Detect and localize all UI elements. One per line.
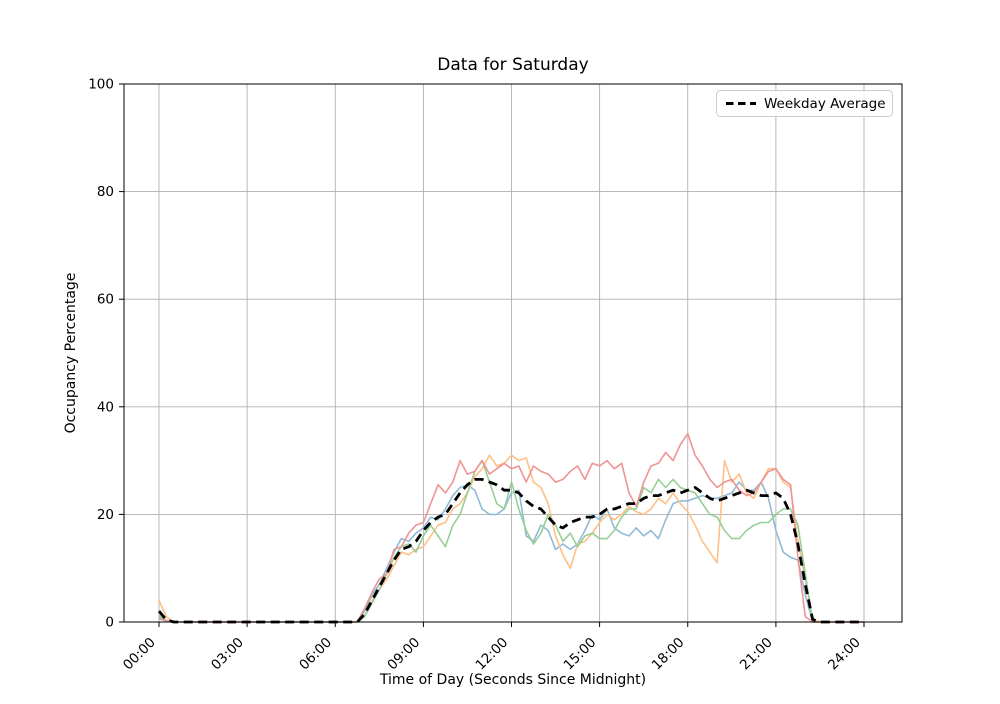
plot-border — [123, 83, 903, 623]
x-tick-label: 09:00 — [384, 635, 423, 674]
legend-box — [716, 90, 893, 117]
x-tick-label: 24:00 — [825, 635, 864, 674]
x-tick-label: 12:00 — [473, 635, 512, 674]
y-tick-label: 80 — [97, 184, 114, 200]
y-tick-label: 40 — [97, 399, 114, 415]
x-tickmarks — [158, 622, 865, 627]
gridlines — [124, 83, 902, 623]
y-tick-label: 60 — [97, 292, 114, 308]
y-tickmarks — [119, 83, 124, 623]
x-tick-label: 00:00 — [120, 635, 159, 674]
x-axis-label: Time of Day (Seconds Since Midnight) — [379, 672, 646, 688]
y-tick-label: 20 — [97, 507, 114, 523]
x-tick-labels: 00:00 03:00 06:00 09:00 12:00 15:00 18:0… — [120, 635, 864, 674]
legend-label: Weekday Average — [764, 96, 886, 112]
x-tick-label: 06:00 — [296, 635, 335, 674]
chart-title: Data for Saturday — [437, 55, 588, 75]
x-tick-label: 15:00 — [561, 635, 600, 674]
x-tick-label: 21:00 — [737, 635, 776, 674]
y-tick-label: 0 — [105, 615, 114, 631]
legend: Weekday Average — [716, 90, 893, 117]
y-axis-label: Occupancy Percentage — [63, 273, 79, 434]
x-tick-label: 18:00 — [649, 635, 688, 674]
y-tick-label: 100 — [88, 77, 114, 93]
x-tick-label: 03:00 — [208, 635, 247, 674]
y-tick-labels: 0 20 40 60 80 100 — [88, 77, 114, 631]
